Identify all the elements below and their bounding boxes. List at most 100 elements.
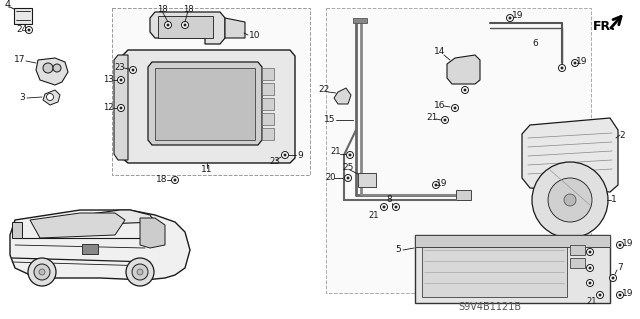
Bar: [422, 242, 567, 297]
Circle shape: [129, 66, 136, 73]
Circle shape: [589, 282, 591, 284]
Text: 15: 15: [324, 115, 336, 124]
Circle shape: [28, 29, 30, 31]
Text: 19: 19: [436, 179, 448, 188]
Bar: [570, 245, 585, 255]
Circle shape: [39, 269, 45, 275]
Text: 2: 2: [619, 130, 625, 139]
Text: 9: 9: [297, 151, 303, 160]
Circle shape: [454, 107, 456, 109]
Circle shape: [172, 176, 179, 183]
Text: S9V4B1121B: S9V4B1121B: [458, 302, 522, 312]
Text: 21: 21: [587, 298, 597, 307]
Text: 14: 14: [435, 48, 445, 56]
Bar: [158, 16, 213, 38]
Text: 6: 6: [532, 39, 538, 48]
Circle shape: [118, 77, 125, 84]
Circle shape: [284, 154, 286, 156]
Circle shape: [347, 177, 349, 179]
Circle shape: [451, 105, 458, 112]
Circle shape: [574, 62, 576, 64]
Circle shape: [548, 178, 592, 222]
Circle shape: [572, 60, 579, 66]
Polygon shape: [140, 218, 165, 248]
Circle shape: [381, 204, 387, 211]
Circle shape: [609, 275, 616, 281]
Circle shape: [564, 194, 576, 206]
Text: 23: 23: [115, 63, 125, 71]
Circle shape: [118, 105, 125, 112]
Circle shape: [346, 152, 353, 159]
Polygon shape: [43, 90, 60, 105]
Circle shape: [53, 64, 61, 72]
Circle shape: [383, 206, 385, 208]
Text: FR.: FR.: [593, 20, 616, 33]
Text: 25: 25: [342, 162, 354, 172]
Polygon shape: [150, 12, 225, 44]
Text: 7: 7: [617, 263, 623, 272]
Polygon shape: [522, 118, 618, 192]
Circle shape: [464, 89, 466, 91]
Circle shape: [586, 249, 593, 256]
Text: 3: 3: [19, 93, 25, 102]
Circle shape: [120, 107, 122, 109]
Text: 19: 19: [622, 288, 634, 298]
Polygon shape: [14, 8, 32, 24]
Polygon shape: [12, 222, 22, 238]
Polygon shape: [447, 55, 480, 84]
Circle shape: [559, 64, 566, 71]
Text: 17: 17: [14, 56, 26, 64]
Circle shape: [506, 14, 513, 21]
Bar: [570, 258, 585, 268]
Text: 18: 18: [157, 4, 167, 13]
Text: 23: 23: [269, 158, 280, 167]
Circle shape: [433, 182, 440, 189]
Circle shape: [137, 269, 143, 275]
Circle shape: [461, 86, 468, 93]
Circle shape: [619, 244, 621, 246]
Circle shape: [167, 24, 169, 26]
Circle shape: [43, 63, 53, 73]
Bar: [262, 98, 274, 110]
Circle shape: [616, 292, 623, 299]
Circle shape: [589, 267, 591, 269]
Bar: [262, 113, 274, 125]
Text: 8: 8: [386, 196, 392, 204]
Circle shape: [174, 179, 176, 181]
Circle shape: [586, 279, 593, 286]
Text: 18: 18: [156, 175, 168, 184]
Polygon shape: [30, 213, 125, 238]
Circle shape: [392, 204, 399, 211]
Polygon shape: [36, 58, 68, 85]
Polygon shape: [45, 210, 155, 225]
Circle shape: [47, 93, 54, 100]
Circle shape: [164, 21, 172, 28]
Text: 1: 1: [611, 196, 617, 204]
Circle shape: [586, 264, 593, 271]
Circle shape: [182, 21, 189, 28]
Bar: [326, 8, 591, 293]
Text: 20: 20: [326, 174, 336, 182]
Text: 13: 13: [102, 76, 113, 85]
Bar: [415, 235, 610, 303]
Polygon shape: [148, 62, 262, 145]
Circle shape: [132, 264, 148, 280]
Bar: [456, 190, 471, 200]
Text: 18: 18: [182, 4, 193, 13]
Text: 19: 19: [622, 239, 634, 248]
Circle shape: [132, 69, 134, 71]
Circle shape: [509, 17, 511, 19]
Text: 21: 21: [369, 211, 380, 219]
Circle shape: [344, 174, 351, 182]
Text: 4: 4: [5, 0, 11, 10]
Circle shape: [442, 116, 449, 123]
Bar: [353, 18, 367, 23]
Text: 12: 12: [103, 103, 113, 113]
Circle shape: [612, 277, 614, 279]
Text: 21: 21: [331, 147, 341, 157]
Circle shape: [26, 26, 33, 33]
Text: 21: 21: [426, 114, 438, 122]
Circle shape: [34, 264, 50, 280]
Bar: [262, 68, 274, 80]
Circle shape: [596, 292, 604, 299]
